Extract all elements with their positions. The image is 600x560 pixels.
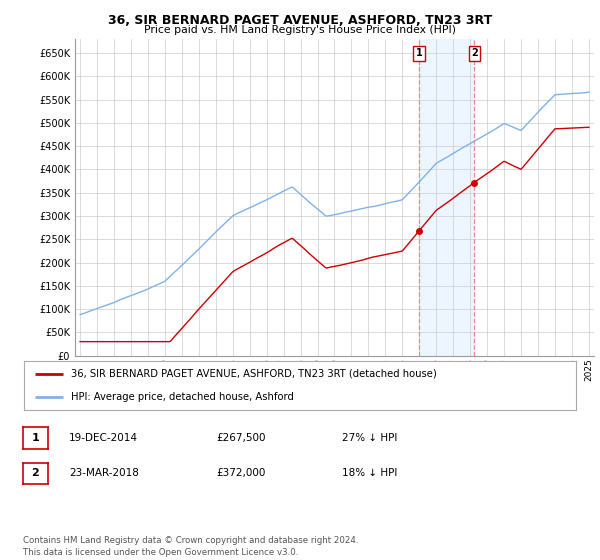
Text: 2: 2 [32,468,39,478]
Text: Price paid vs. HM Land Registry's House Price Index (HPI): Price paid vs. HM Land Registry's House … [144,25,456,35]
Text: £267,500: £267,500 [216,433,265,443]
Text: 18% ↓ HPI: 18% ↓ HPI [342,468,397,478]
Text: HPI: Average price, detached house, Ashford: HPI: Average price, detached house, Ashf… [71,391,294,402]
Text: 23-MAR-2018: 23-MAR-2018 [69,468,139,478]
Bar [419,39,475,356]
Text: 27% ↓ HPI: 27% ↓ HPI [342,433,397,443]
Text: 2: 2 [471,48,478,58]
Text: £372,000: £372,000 [216,468,265,478]
Text: 36, SIR BERNARD PAGET AVENUE, ASHFORD, TN23 3RT: 36, SIR BERNARD PAGET AVENUE, ASHFORD, T… [108,14,492,27]
Text: 19-DEC-2014: 19-DEC-2014 [69,433,138,443]
Text: 1: 1 [32,433,39,443]
Text: Contains HM Land Registry data © Crown copyright and database right 2024.
This d: Contains HM Land Registry data © Crown c… [23,536,358,557]
Text: 1: 1 [416,48,422,58]
Text: 36, SIR BERNARD PAGET AVENUE, ASHFORD, TN23 3RT (detached house): 36, SIR BERNARD PAGET AVENUE, ASHFORD, T… [71,369,437,379]
